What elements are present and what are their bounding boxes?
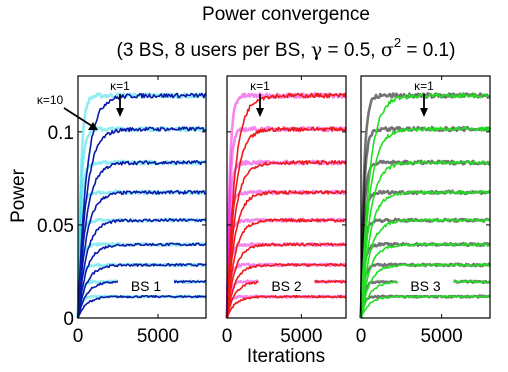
trace-k10-user-8 (76, 125, 208, 319)
trace-k1-user-1 (360, 294, 491, 319)
trace-k1-user-9 (226, 92, 347, 319)
panel-label-bg (397, 277, 454, 295)
gamma-value: = 0.5, (322, 40, 381, 61)
annotation-kappa-10: κ=10 (37, 93, 64, 107)
x-tick-label: 5000 (137, 326, 179, 347)
figure-title-line1: Power convergence (202, 4, 370, 25)
trace-k10-user-1 (359, 294, 491, 319)
trace-k1-user-4 (226, 242, 347, 319)
panel-1: 0 5000 0 0.05 0.1 BS 1 κ=1 κ=10 (37, 75, 208, 347)
title-prefix: (3 BS, 8 users per BS, (117, 40, 311, 61)
x-tick-label: 0 (222, 326, 233, 347)
sigma-value: = 0.1) (401, 40, 455, 61)
trace-k1-user-8 (226, 126, 347, 319)
axes-box (77, 75, 207, 319)
trace-k1-user-1 (226, 294, 347, 319)
figure-title-line2: (3 BS, 8 users per BS, γ = 0.5, σ2 = 0.1… (117, 35, 456, 61)
annotation-arrow-shaft (63, 107, 93, 127)
panel-label-bg (258, 277, 315, 295)
annotation-kappa-1: κ=1 (414, 79, 434, 93)
x-tick-label: 0 (73, 326, 84, 347)
trace-k1-user-4 (77, 242, 207, 319)
trace-k1-user-9 (360, 92, 491, 319)
panel-label: BS 2 (271, 278, 302, 294)
annotation-kappa-1: κ=1 (110, 79, 130, 93)
trace-k1-user-6 (77, 189, 207, 319)
gamma-symbol: γ (311, 39, 322, 61)
x-tick-label: 5000 (280, 326, 322, 347)
annotation-arrowhead (420, 108, 428, 117)
trace-k1-user-8 (360, 126, 491, 319)
annotation-kappa-1: κ=1 (250, 79, 270, 93)
trace-k10-user-5 (76, 217, 207, 319)
trace-k1-user-8 (77, 126, 207, 319)
panel-label: BS 3 (410, 278, 441, 294)
trace-k1-user-7 (77, 160, 207, 319)
panel-label: BS 1 (131, 278, 162, 294)
panel-label-bg (118, 277, 174, 295)
trace-k1-user-5 (226, 218, 347, 319)
trace-k1-user-9 (77, 92, 207, 319)
trace-k1-user-3 (77, 263, 207, 319)
sigma-exponent: 2 (394, 35, 401, 50)
trace-k1-user-3 (360, 263, 491, 319)
axes-box (226, 75, 347, 319)
x-axis-label: Iterations (247, 346, 325, 367)
trace-k1-user-5 (360, 218, 491, 319)
sigma-symbol: σ (381, 39, 394, 61)
y-tick-label: 0 (63, 309, 74, 330)
trace-k10-user-5 (359, 217, 491, 319)
axes-box (360, 75, 491, 319)
trace-k1-user-6 (226, 189, 347, 319)
y-tick-label: 0.1 (48, 123, 74, 144)
trace-k1-user-6 (360, 190, 491, 319)
panel-2: 0 5000 BS 2 κ=1 (222, 75, 348, 347)
trace-k10-user-5 (225, 217, 347, 319)
trace-k1-user-7 (360, 160, 491, 319)
trace-k10-user-9 (359, 92, 491, 319)
x-tick-label: 5000 (420, 326, 462, 347)
panel-3: 0 5000 BS 3 κ=1 (356, 75, 492, 347)
trace-k10-user-8 (225, 125, 348, 319)
trace-k1-user-4 (360, 242, 491, 319)
x-tick-label: 0 (356, 326, 367, 347)
y-axis-label: Power (8, 168, 29, 223)
annotation-arrowhead (116, 108, 124, 117)
annotation-arrowhead (256, 108, 264, 117)
trace-k1-user-5 (77, 218, 207, 319)
trace-k1-user-7 (226, 160, 347, 319)
trace-k1-user-3 (226, 262, 347, 319)
trace-k1-user-1 (77, 294, 207, 319)
annotation-arrowhead (88, 122, 98, 130)
trace-k10-user-6 (359, 189, 491, 319)
y-tick-label: 0.05 (37, 216, 74, 237)
